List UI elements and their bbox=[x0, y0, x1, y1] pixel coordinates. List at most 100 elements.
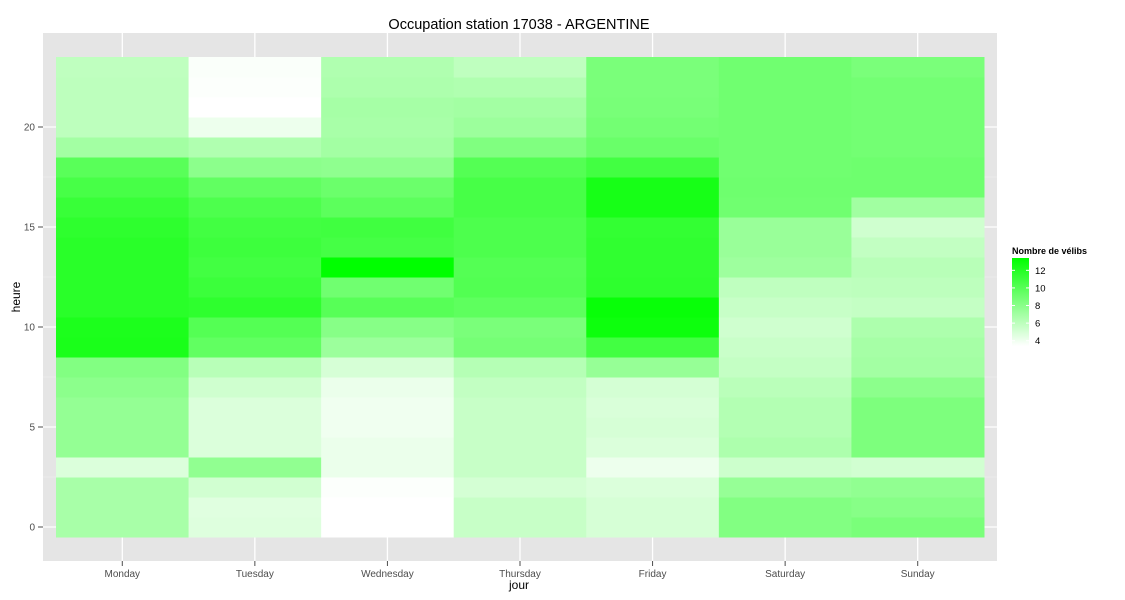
heatmap-cell bbox=[188, 177, 322, 198]
heatmap-cell bbox=[586, 137, 720, 158]
heatmap-cell bbox=[56, 337, 190, 358]
y-tick-label: 10 bbox=[24, 323, 36, 334]
heatmap-cell bbox=[56, 437, 190, 458]
heatmap-cell bbox=[851, 417, 985, 438]
x-tick-label: Wednesday bbox=[361, 569, 414, 580]
heatmap-cell bbox=[188, 157, 322, 178]
heatmap-cell bbox=[586, 457, 720, 478]
heatmap-cell bbox=[188, 337, 322, 358]
heatmap-cell bbox=[453, 77, 587, 98]
heatmap-cell bbox=[586, 377, 720, 398]
heatmap-cell bbox=[851, 257, 985, 278]
heatmap-cell bbox=[718, 177, 852, 198]
heatmap-cell bbox=[718, 197, 852, 218]
heatmap-cell bbox=[321, 457, 455, 478]
heatmap-cell bbox=[321, 517, 455, 538]
heatmap-cell bbox=[188, 137, 322, 158]
heatmap-cell bbox=[453, 237, 587, 258]
heatmap-cell bbox=[851, 357, 985, 378]
heatmap-cell bbox=[321, 417, 455, 438]
heatmap-cell bbox=[586, 97, 720, 118]
heatmap-cell bbox=[851, 457, 985, 478]
heatmap-cell bbox=[56, 237, 190, 258]
heatmap-cell bbox=[851, 397, 985, 418]
heatmap-cell bbox=[321, 337, 455, 358]
heatmap-cell bbox=[56, 457, 190, 478]
y-tick-label: 20 bbox=[24, 123, 36, 134]
heatmap-cell bbox=[188, 437, 322, 458]
heatmap-cell bbox=[56, 157, 190, 178]
heatmap-cell bbox=[586, 337, 720, 358]
heatmap-cell bbox=[453, 257, 587, 278]
heatmap-cell bbox=[453, 297, 587, 318]
heatmap-cell bbox=[453, 317, 587, 338]
heatmap-cell bbox=[586, 157, 720, 178]
heatmap-cell bbox=[453, 437, 587, 458]
heatmap-cell bbox=[851, 217, 985, 238]
heatmap-tiles bbox=[56, 57, 985, 538]
heatmap-cell bbox=[453, 157, 587, 178]
heatmap-cell bbox=[586, 217, 720, 238]
heatmap-cell bbox=[188, 497, 322, 518]
heatmap-cell bbox=[851, 337, 985, 358]
heatmap-cell bbox=[56, 297, 190, 318]
heatmap-cell bbox=[586, 357, 720, 378]
x-tick-label: Friday bbox=[639, 569, 667, 580]
heatmap-cell bbox=[586, 297, 720, 318]
legend-tick-label: 10 bbox=[1035, 283, 1046, 294]
heatmap-cell bbox=[718, 497, 852, 518]
heatmap-cell bbox=[851, 497, 985, 518]
heatmap-cell bbox=[718, 297, 852, 318]
heatmap-cell bbox=[56, 357, 190, 378]
heatmap-cell bbox=[321, 437, 455, 458]
heatmap-cell bbox=[851, 97, 985, 118]
heatmap-cell bbox=[188, 237, 322, 258]
x-tick-label: Sunday bbox=[901, 569, 935, 580]
heatmap-cell bbox=[718, 97, 852, 118]
heatmap-cell bbox=[586, 177, 720, 198]
heatmap-cell bbox=[321, 497, 455, 518]
heatmap-cell bbox=[188, 217, 322, 238]
heatmap-cell bbox=[188, 377, 322, 398]
heatmap-cell bbox=[453, 97, 587, 118]
heatmap-cell bbox=[586, 397, 720, 418]
heatmap-cell bbox=[56, 97, 190, 118]
heatmap-cell bbox=[718, 217, 852, 238]
heatmap-cell bbox=[321, 77, 455, 98]
heatmap-cell bbox=[321, 97, 455, 118]
heatmap-cell bbox=[56, 197, 190, 218]
heatmap-cell bbox=[851, 197, 985, 218]
heatmap-cell bbox=[718, 517, 852, 538]
heatmap-cell bbox=[851, 477, 985, 498]
heatmap-cell bbox=[453, 357, 587, 378]
heatmap-cell bbox=[321, 57, 455, 78]
x-tick-label: Monday bbox=[104, 569, 140, 580]
heatmap-cell bbox=[586, 237, 720, 258]
y-tick-label: 0 bbox=[29, 523, 35, 534]
heatmap-cell bbox=[586, 257, 720, 278]
heatmap-cell bbox=[321, 157, 455, 178]
y-axis-ticks: 0 5 10 15 20 bbox=[24, 123, 43, 534]
heatmap-cell bbox=[321, 177, 455, 198]
legend-tick-label: 4 bbox=[1035, 336, 1040, 347]
heatmap-cell bbox=[188, 457, 322, 478]
chart-title: Occupation station 17038 - ARGENTINE bbox=[388, 17, 649, 33]
heatmap-cell bbox=[586, 417, 720, 438]
heatmap-cell bbox=[718, 137, 852, 158]
heatmap-cell bbox=[321, 477, 455, 498]
heatmap-cell bbox=[851, 77, 985, 98]
heatmap-cell bbox=[851, 517, 985, 538]
heatmap-cell bbox=[851, 317, 985, 338]
legend-tick-label: 8 bbox=[1035, 301, 1040, 312]
heatmap-cell bbox=[56, 217, 190, 238]
y-tick-label: 5 bbox=[29, 423, 35, 434]
heatmap-cell bbox=[718, 57, 852, 78]
heatmap-cell bbox=[851, 57, 985, 78]
heatmap-cell bbox=[718, 457, 852, 478]
heatmap-cell bbox=[453, 417, 587, 438]
heatmap-cell bbox=[718, 237, 852, 258]
heatmap-cell bbox=[453, 177, 587, 198]
heatmap-cell bbox=[321, 297, 455, 318]
legend-ticks: 4 6 8 10 12 bbox=[1012, 266, 1046, 347]
